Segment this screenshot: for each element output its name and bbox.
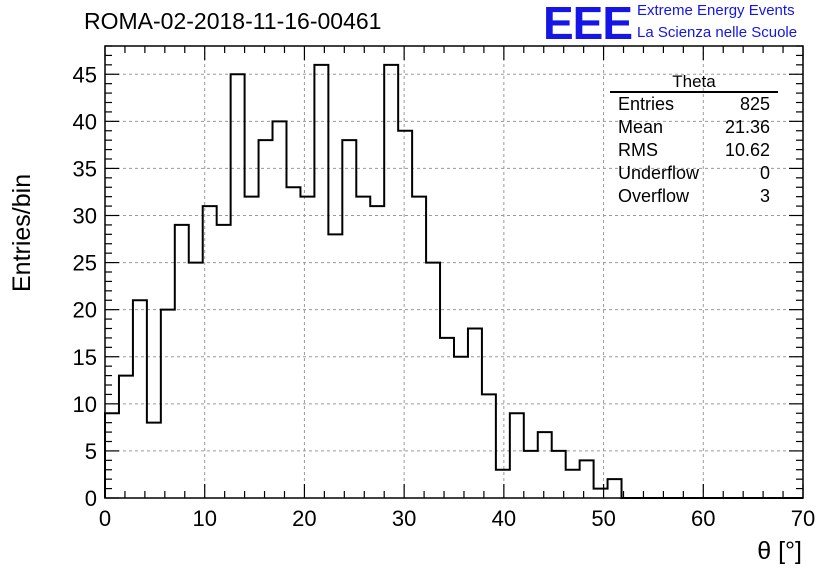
histogram-bin: [482, 394, 496, 498]
histogram-bin: [496, 470, 510, 498]
histogram-bin: [580, 460, 594, 498]
x-tick-label: 20: [292, 506, 316, 531]
x-tick-label: 70: [791, 506, 815, 531]
y-tick-label: 5: [85, 439, 97, 464]
histogram-bin: [608, 479, 622, 498]
y-tick-label: 10: [73, 392, 97, 417]
histogram-bin: [133, 300, 147, 498]
stats-label: Entries: [618, 94, 675, 114]
histogram-series: [104, 63, 803, 499]
histogram-bin: [566, 470, 580, 498]
eee-logo: EEE: [543, 0, 633, 49]
histogram-bin: [231, 74, 245, 498]
histogram-bin: [217, 225, 231, 498]
x-axis-label: θ [°]: [757, 537, 802, 565]
x-tick-label: 0: [99, 506, 111, 531]
stats-value: 21.36: [724, 117, 770, 137]
logo-caption-line2: La Scienza nelle Scuole: [637, 24, 798, 41]
histogram-bin: [175, 225, 189, 498]
x-tick-label: 30: [392, 506, 416, 531]
stats-label: Overflow: [618, 186, 690, 206]
stats-row-underflow: Underflow 0: [610, 162, 778, 185]
histogram-bin: [328, 234, 342, 498]
histogram-bin: [105, 413, 119, 498]
histogram-bin: [147, 423, 161, 498]
stats-value: 10.62: [724, 140, 770, 160]
histogram-bin: [454, 357, 468, 498]
plot-title: ROMA-02-2018-11-16-00461: [84, 8, 382, 34]
stats-value: 0: [759, 163, 770, 183]
y-tick-label: 20: [73, 298, 97, 323]
histogram-bin: [398, 131, 412, 498]
stats-label: RMS: [618, 140, 658, 160]
x-tick-label: 50: [591, 506, 615, 531]
x-tick-label: 40: [492, 506, 516, 531]
histogram-bin: [440, 338, 454, 498]
histogram-bin: [594, 489, 608, 498]
x-tick-label: 10: [192, 506, 216, 531]
histogram-bin: [552, 451, 566, 498]
stats-value: 825: [739, 94, 770, 114]
stats-row-entries: Entries 825: [610, 93, 778, 116]
histogram-bin: [538, 432, 552, 498]
grid: [105, 46, 803, 498]
histogram-bin: [412, 197, 426, 498]
y-tick-label: 0: [85, 486, 97, 511]
histogram-bin: [314, 65, 328, 498]
y-tick-label: 15: [73, 345, 97, 370]
stats-row-overflow: Overflow 3: [610, 185, 778, 208]
histogram-bin: [259, 140, 273, 498]
x-tick-label: 60: [691, 506, 715, 531]
stats-box: Theta Entries 825 Mean 21.36 RMS 10.62 U…: [610, 72, 778, 208]
y-tick-label: 45: [73, 62, 97, 87]
stats-title: Theta: [610, 72, 778, 93]
histogram-bin: [356, 197, 370, 498]
stats-row-rms: RMS 10.62: [610, 139, 778, 162]
logo-caption-line1: Extreme Energy Events: [637, 2, 795, 19]
y-tick-label: 35: [73, 156, 97, 181]
stats-row-mean: Mean 21.36: [610, 116, 778, 139]
histogram-bin: [468, 329, 482, 499]
histogram-bin: [370, 206, 384, 498]
y-tick-label: 25: [73, 251, 97, 276]
histogram-bin: [384, 65, 398, 498]
y-axis-label: Entries/bin: [8, 173, 36, 292]
stats-label: Underflow: [618, 163, 700, 183]
histogram-bin: [342, 140, 356, 498]
y-tick-label: 40: [73, 109, 97, 134]
histogram-outline: [104, 63, 803, 499]
y-tick-label: 30: [73, 204, 97, 229]
stats-label: Mean: [618, 117, 664, 137]
histogram-bin: [426, 263, 440, 498]
histogram-bin: [119, 376, 133, 498]
histogram-bin: [300, 197, 314, 498]
histogram-bin: [510, 413, 524, 498]
stats-value: 3: [759, 186, 770, 206]
histogram-bin: [524, 451, 538, 498]
histogram-bin: [245, 197, 259, 498]
histogram-bin: [189, 263, 203, 498]
